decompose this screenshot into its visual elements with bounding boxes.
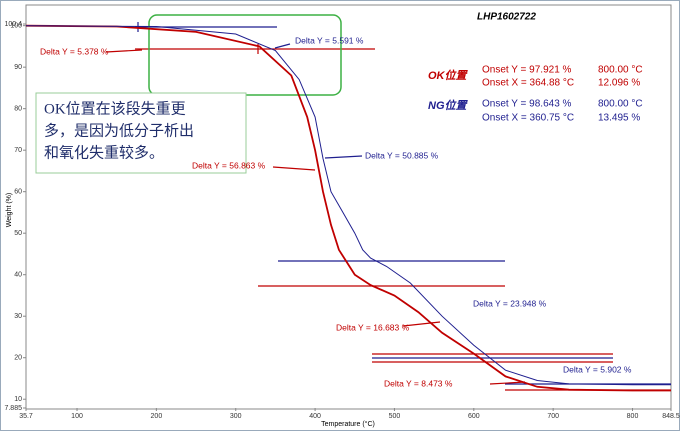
leader xyxy=(324,155,363,159)
onset-y: Onset Y = 98.643 % xyxy=(482,99,572,110)
leader xyxy=(274,43,291,49)
residue: 13.495 % xyxy=(598,113,640,124)
x-tick-label: 200 xyxy=(151,413,163,420)
y-tick-label: 100 xyxy=(10,23,22,30)
y-tick-label: 80 xyxy=(14,106,22,113)
leader xyxy=(402,321,441,327)
leader xyxy=(489,381,526,385)
annotation: Delta Y = 23.948 % xyxy=(473,298,547,308)
plot-frame xyxy=(25,4,672,410)
annotation: Delta Y = 5.378 % xyxy=(40,46,109,56)
y-tick-label: 7.885 xyxy=(4,405,22,412)
annotation: Delta Y = 8.473 % xyxy=(384,378,453,388)
x-tick-label: 800 xyxy=(627,413,639,420)
onset-y: Onset Y = 97.921 % xyxy=(482,65,572,76)
onset-x: Onset X = 364.88 °C xyxy=(482,78,574,89)
note-line: 和氧化失重较多。 xyxy=(44,143,164,161)
annotation: Delta Y = 5.902 % xyxy=(563,364,632,374)
y-tick-label: 60 xyxy=(14,189,22,196)
annotation: Delta Y = 50.885 % xyxy=(365,150,439,160)
y-tick-label: 30 xyxy=(14,313,22,320)
x-tick-label: 848.5 xyxy=(662,413,680,420)
x-tick-label: 400 xyxy=(309,413,321,420)
y-tick-label: 40 xyxy=(14,272,22,279)
y-axis-label: Weight (%) xyxy=(6,193,13,228)
note-box xyxy=(35,92,247,174)
y-tick-label: 50 xyxy=(14,230,22,237)
end-temperature: 800.00 °C xyxy=(598,99,643,110)
note-line: 多，是因为低分子析出 xyxy=(44,122,194,139)
y-tick-label: 70 xyxy=(14,147,22,154)
annotation: Delta Y = 16.683 % xyxy=(336,322,410,332)
end-temperature: 800.00 °C xyxy=(598,65,643,76)
x-tick-label: 100 xyxy=(71,413,83,420)
onset-x: Onset X = 360.75 °C xyxy=(482,113,574,124)
x-tick-label: 600 xyxy=(468,413,480,420)
chart-title: LHP1602722 xyxy=(477,12,536,23)
y-tick-label: 10 xyxy=(14,396,22,403)
residue: 12.096 % xyxy=(598,78,640,89)
annotation: Delta Y = 5.591 % xyxy=(295,35,364,45)
x-tick-label: 300 xyxy=(230,413,242,420)
series-line xyxy=(25,24,671,392)
y-tick-label: 100.4 xyxy=(4,21,22,28)
leader xyxy=(272,166,316,171)
series-line xyxy=(25,25,671,386)
x-tick-label: 500 xyxy=(389,413,401,420)
x-tick-label: 35.7 xyxy=(19,413,33,420)
leader xyxy=(105,49,143,53)
y-tick-label: 90 xyxy=(14,64,22,71)
annotation: Delta Y = 56.863 % xyxy=(192,160,266,170)
note-line: OK位置在该段失重更 xyxy=(44,100,186,117)
series-name: NG位置 xyxy=(428,99,468,112)
x-tick-label: 700 xyxy=(547,413,559,420)
series-name: OK位置 xyxy=(428,69,468,82)
y-tick-label: 20 xyxy=(14,355,22,362)
x-axis-label: Temperature (°C) xyxy=(321,420,375,428)
